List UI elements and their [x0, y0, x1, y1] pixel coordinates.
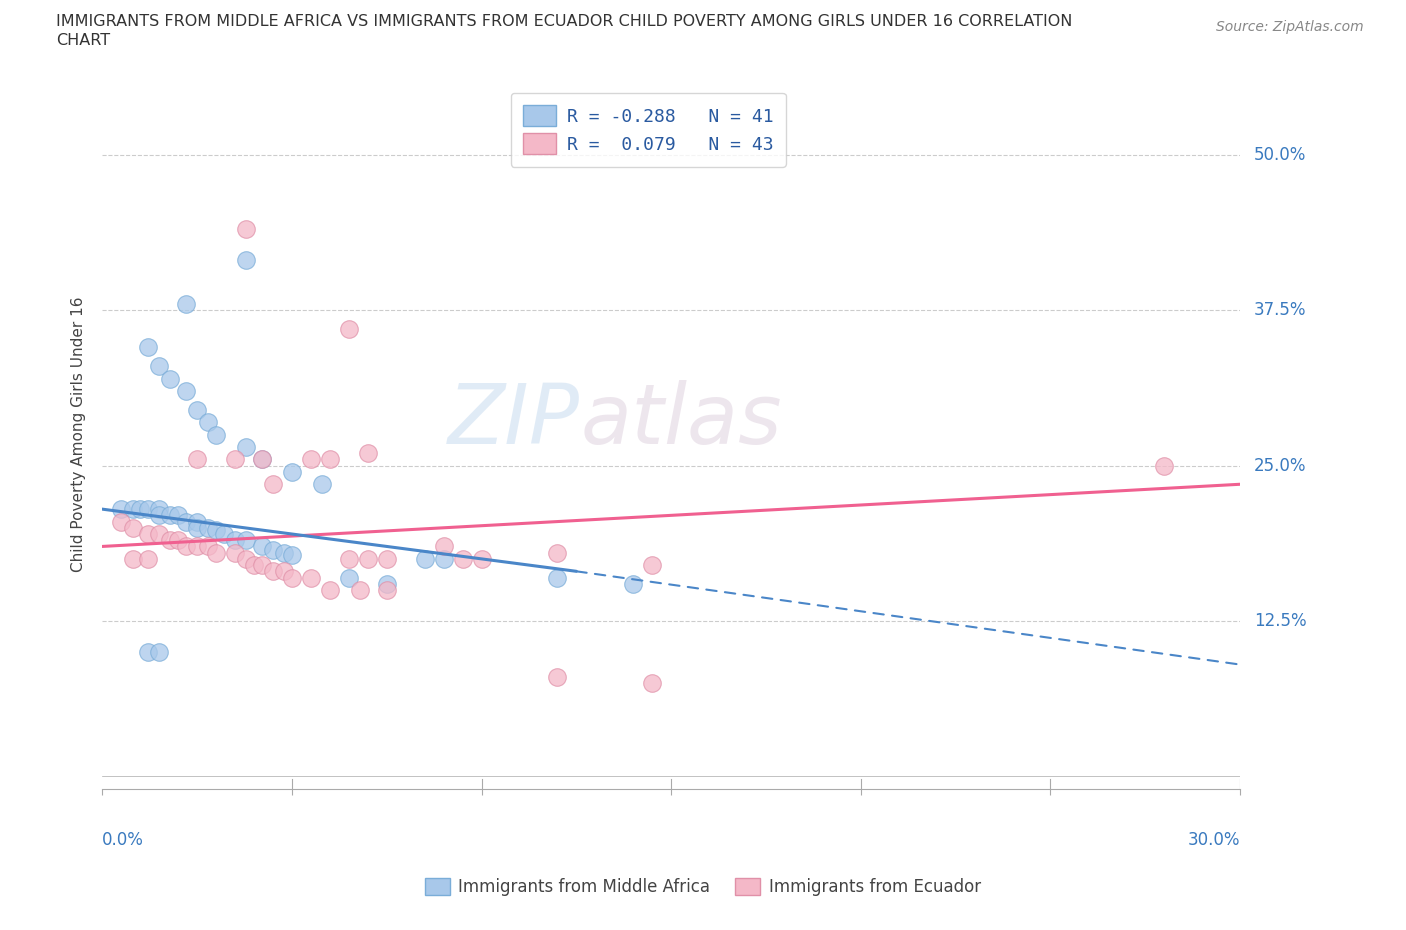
Point — [299, 452, 322, 467]
Point — [546, 545, 568, 560]
Point — [319, 582, 342, 597]
Point — [167, 508, 190, 523]
Text: 30.0%: 30.0% — [1188, 831, 1240, 849]
Point — [281, 570, 304, 585]
Point — [224, 452, 246, 467]
Point — [205, 545, 228, 560]
Point — [186, 452, 208, 467]
Point — [432, 539, 454, 554]
Point — [235, 440, 257, 455]
Point — [250, 558, 273, 573]
Point — [136, 340, 159, 355]
Text: ZIP: ZIP — [449, 379, 581, 461]
Point — [273, 564, 295, 578]
Point — [262, 477, 284, 492]
Point — [148, 359, 170, 374]
Point — [136, 644, 159, 659]
Point — [197, 521, 219, 536]
Point — [235, 533, 257, 548]
Point — [357, 445, 380, 460]
Point — [546, 570, 568, 585]
Point — [337, 570, 360, 585]
Point — [197, 539, 219, 554]
Point — [375, 582, 398, 597]
Point — [148, 644, 170, 659]
Point — [174, 539, 197, 554]
Point — [129, 501, 152, 516]
Point — [121, 551, 143, 566]
Point — [148, 508, 170, 523]
Point — [212, 526, 235, 541]
Text: 12.5%: 12.5% — [1254, 612, 1306, 630]
Point — [121, 521, 143, 536]
Point — [235, 551, 257, 566]
Point — [273, 545, 295, 560]
Point — [159, 508, 181, 523]
Point — [299, 570, 322, 585]
Point — [186, 402, 208, 417]
Text: CHART: CHART — [56, 33, 110, 47]
Text: 37.5%: 37.5% — [1254, 301, 1306, 319]
Y-axis label: Child Poverty Among Girls Under 16: Child Poverty Among Girls Under 16 — [72, 297, 86, 572]
Point — [174, 514, 197, 529]
Point — [375, 577, 398, 591]
Point — [205, 427, 228, 442]
Point — [281, 464, 304, 479]
Point — [167, 533, 190, 548]
Text: atlas: atlas — [581, 379, 782, 461]
Point — [110, 514, 132, 529]
Point — [136, 501, 159, 516]
Text: 50.0%: 50.0% — [1254, 146, 1306, 164]
Point — [224, 545, 246, 560]
Point — [250, 452, 273, 467]
Point — [186, 539, 208, 554]
Point — [235, 253, 257, 268]
Point — [375, 551, 398, 566]
Legend: Immigrants from Middle Africa, Immigrants from Ecuador: Immigrants from Middle Africa, Immigrant… — [419, 871, 987, 903]
Point — [337, 322, 360, 337]
Point — [641, 676, 664, 691]
Text: 0.0%: 0.0% — [103, 831, 143, 849]
Point — [205, 523, 228, 538]
Point — [159, 371, 181, 386]
Point — [470, 551, 492, 566]
Point — [546, 670, 568, 684]
Point — [621, 577, 644, 591]
Point — [250, 452, 273, 467]
Point — [186, 521, 208, 536]
Point — [432, 551, 454, 566]
Point — [311, 477, 333, 492]
Point — [148, 501, 170, 516]
Legend: R = -0.288   N = 41, R =  0.079   N = 43: R = -0.288 N = 41, R = 0.079 N = 43 — [510, 93, 786, 166]
Point — [186, 514, 208, 529]
Point — [174, 297, 197, 312]
Point — [136, 551, 159, 566]
Point — [262, 543, 284, 558]
Point — [243, 558, 266, 573]
Point — [235, 222, 257, 237]
Point — [1153, 458, 1175, 473]
Point — [250, 539, 273, 554]
Text: 25.0%: 25.0% — [1254, 457, 1306, 474]
Point — [262, 564, 284, 578]
Point — [110, 501, 132, 516]
Point — [159, 533, 181, 548]
Point — [357, 551, 380, 566]
Point — [148, 526, 170, 541]
Point — [349, 582, 371, 597]
Point — [319, 452, 342, 467]
Point — [136, 526, 159, 541]
Point — [451, 551, 474, 566]
Point — [413, 551, 436, 566]
Point — [174, 383, 197, 398]
Point — [197, 415, 219, 430]
Text: Source: ZipAtlas.com: Source: ZipAtlas.com — [1216, 20, 1364, 34]
Point — [337, 551, 360, 566]
Point — [121, 501, 143, 516]
Point — [281, 548, 304, 563]
Point — [641, 558, 664, 573]
Point — [224, 533, 246, 548]
Text: IMMIGRANTS FROM MIDDLE AFRICA VS IMMIGRANTS FROM ECUADOR CHILD POVERTY AMONG GIR: IMMIGRANTS FROM MIDDLE AFRICA VS IMMIGRA… — [56, 14, 1073, 29]
